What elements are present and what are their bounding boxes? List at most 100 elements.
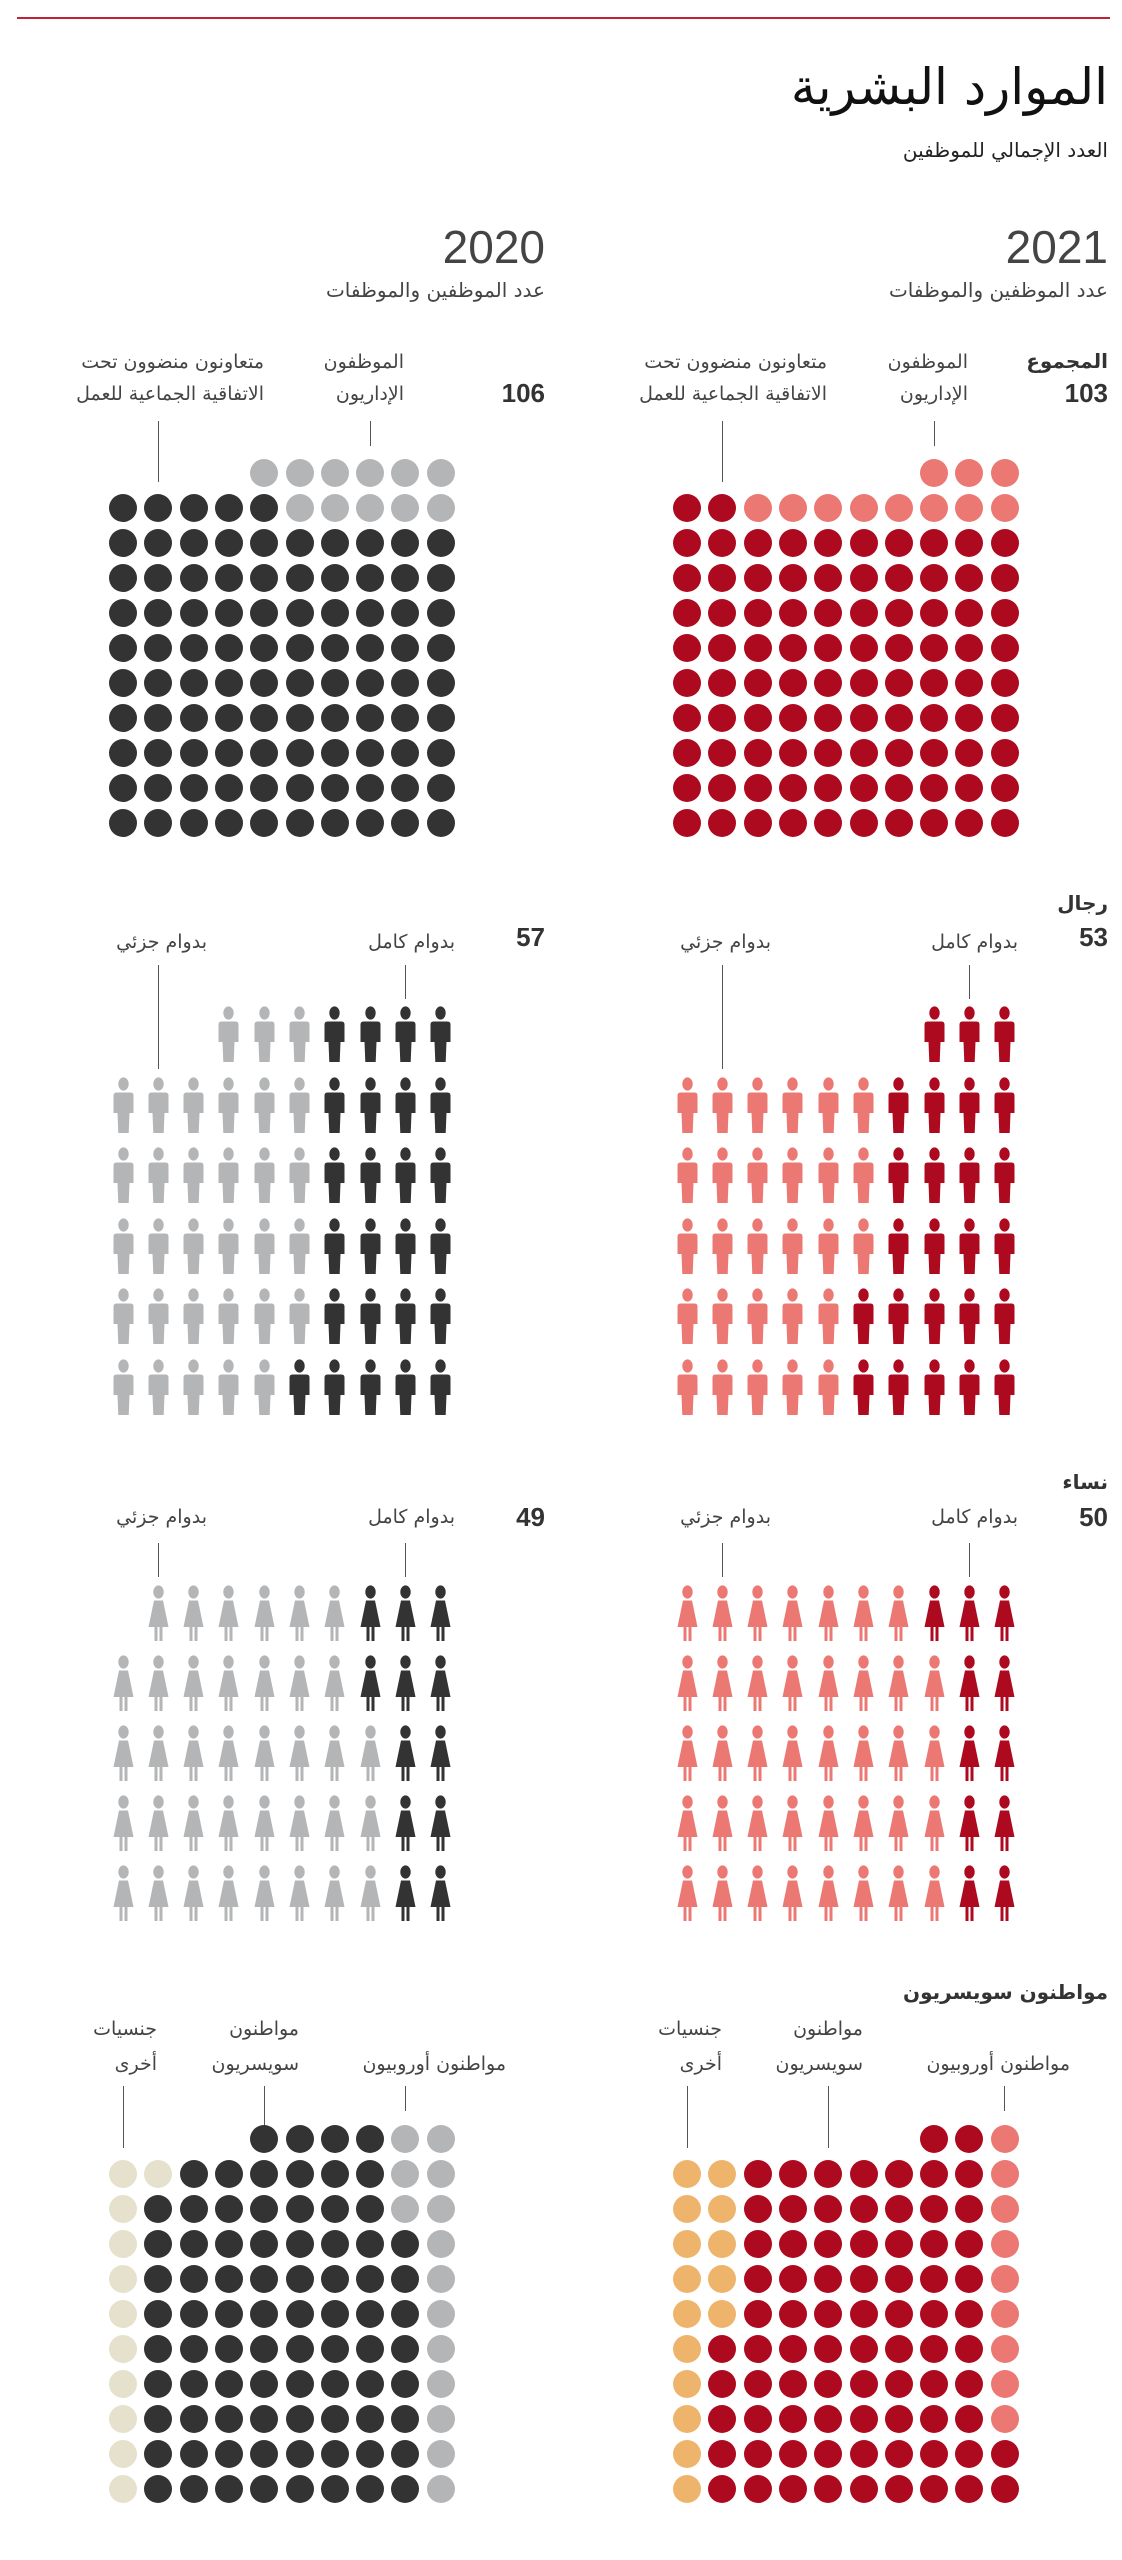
waffle-dot xyxy=(320,564,349,592)
woman-icon xyxy=(994,1725,1015,1781)
category-label-line: أخرى xyxy=(679,2053,722,2075)
category-label-line: سويسريون xyxy=(211,2053,299,2075)
waffle-dot xyxy=(955,2230,984,2258)
man-icon xyxy=(430,1147,451,1204)
waffle-dot xyxy=(144,2160,173,2188)
waffle-dot xyxy=(109,809,137,837)
waffle-dot xyxy=(778,599,807,627)
waffle-dot xyxy=(285,2265,314,2293)
man-icon xyxy=(818,1076,839,1133)
man-icon xyxy=(677,1359,698,1415)
waffle-dot xyxy=(426,2370,455,2398)
waffle-dot xyxy=(920,669,949,697)
waffle-dot xyxy=(743,564,772,592)
woman-icon xyxy=(677,1655,698,1711)
waffle-dot xyxy=(179,2300,208,2328)
waffle-dot xyxy=(849,2405,878,2433)
waffle-dot xyxy=(214,2405,243,2433)
waffle-dot xyxy=(849,774,878,802)
category-label-line: مواطنون أوروبيون xyxy=(926,2053,1070,2075)
waffle-dot xyxy=(743,2370,772,2398)
category-label-line: بدوام جزئي xyxy=(116,931,207,953)
woman-icon xyxy=(959,1795,980,1851)
woman-icon xyxy=(677,1795,698,1851)
waffle-dot xyxy=(778,739,807,767)
chart-2021-s3-label-2: جنسيات أخرى xyxy=(658,2012,722,2082)
man-icon xyxy=(183,1147,204,1204)
waffle-dot xyxy=(673,2265,701,2293)
woman-icon xyxy=(924,1795,945,1851)
waffle-dot xyxy=(743,599,772,627)
waffle-dot xyxy=(285,2125,314,2153)
waffle-dot xyxy=(814,2195,843,2223)
waffle-dot xyxy=(356,2475,385,2503)
man-icon xyxy=(148,1359,169,1415)
woman-icon xyxy=(994,1795,1015,1851)
waffle-dot xyxy=(990,2335,1019,2363)
waffle-dot xyxy=(955,2405,984,2433)
waffle-dot xyxy=(144,2230,173,2258)
waffle-dot xyxy=(955,564,984,592)
waffle-dot xyxy=(426,2475,455,2503)
chart-2021-s1-label-1: بدوام جزئي xyxy=(680,926,771,958)
waffle-dot xyxy=(778,529,807,557)
waffle-dot xyxy=(920,2440,949,2468)
page-subtitle: العدد الإجمالي للموظفين xyxy=(902,138,1108,162)
waffle-dot xyxy=(814,809,843,837)
waffle-dot xyxy=(849,669,878,697)
woman-icon xyxy=(113,1725,134,1781)
waffle-dot xyxy=(955,2440,984,2468)
woman-icon xyxy=(959,1655,980,1711)
waffle-dot xyxy=(426,529,455,557)
waffle-dot xyxy=(109,739,137,767)
waffle-dot xyxy=(743,809,772,837)
waffle-dot xyxy=(320,2440,349,2468)
man-icon xyxy=(712,1147,733,1204)
man-icon xyxy=(218,1076,239,1133)
woman-icon xyxy=(113,1795,134,1851)
waffle-dot xyxy=(214,774,243,802)
man-icon xyxy=(959,1076,980,1133)
man-icon xyxy=(324,1006,345,1062)
chart-2021-s0-leader-line-1 xyxy=(722,421,723,482)
man-icon xyxy=(395,1218,416,1274)
man-icon xyxy=(712,1076,733,1133)
chart-2020-s0-leader-line-1 xyxy=(158,421,159,482)
man-icon xyxy=(712,1359,733,1415)
man-icon xyxy=(289,1288,310,1345)
man-icon xyxy=(324,1218,345,1274)
waffle-dot xyxy=(814,739,843,767)
waffle-dot xyxy=(673,494,701,522)
waffle-dot xyxy=(214,2230,243,2258)
waffle-dot xyxy=(990,2125,1019,2153)
waffle-dot xyxy=(708,2440,737,2468)
waffle-dot xyxy=(849,634,878,662)
man-icon xyxy=(747,1147,768,1204)
waffle-dot xyxy=(250,2440,279,2468)
waffle-dot xyxy=(990,669,1019,697)
man-icon xyxy=(430,1218,451,1274)
waffle-dot xyxy=(849,564,878,592)
waffle-dot xyxy=(990,2475,1019,2503)
waffle-dot xyxy=(356,2265,385,2293)
waffle-dot xyxy=(708,2405,737,2433)
waffle-dot xyxy=(708,529,737,557)
waffle-dot xyxy=(673,2195,701,2223)
woman-icon xyxy=(218,1795,239,1851)
waffle-dot xyxy=(778,494,807,522)
woman-icon xyxy=(853,1585,874,1641)
waffle-dot xyxy=(250,669,279,697)
waffle-dot xyxy=(955,2300,984,2328)
man-icon xyxy=(924,1359,945,1415)
waffle-dot xyxy=(955,809,984,837)
waffle-dot xyxy=(320,634,349,662)
waffle-dot xyxy=(814,2300,843,2328)
woman-icon xyxy=(888,1585,909,1641)
waffle-dot xyxy=(214,2475,243,2503)
waffle-dot xyxy=(814,2440,843,2468)
waffle-dot xyxy=(250,529,279,557)
waffle-dot xyxy=(320,2125,349,2153)
waffle-dot xyxy=(990,564,1019,592)
waffle-dot xyxy=(109,2265,137,2293)
waffle-dot xyxy=(179,529,208,557)
